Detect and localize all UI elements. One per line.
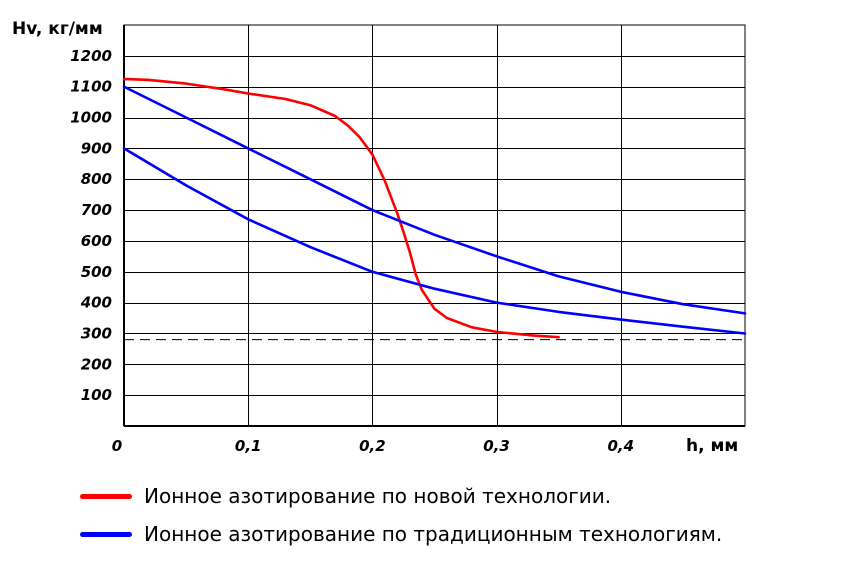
y-tick-label: 900 [81,139,112,157]
grid [123,24,746,427]
plot-frame [123,24,746,427]
y-tick-label: 300 [81,324,112,342]
x-axis-title: h, мм [686,436,738,456]
x-tick-labels: 0 0,1 0,2 0,3 0,4 [112,437,634,455]
legend-swatch-red [80,493,132,499]
series-line-1 [122,85,747,315]
y-tick-label: 800 [81,170,112,188]
legend-item-traditional: Ионное азотирование по традиционным техн… [80,522,722,546]
y-tick-label: 600 [81,232,112,250]
series-group [122,77,747,339]
y-tick-label: 400 [80,294,112,312]
y-tick-labels: 100 200 300 400 500 600 700 800 900 1000 1100 1200 [70,47,112,404]
legend-label-traditional: Ионное азотирование по традиционным техн… [144,522,723,546]
y-tick-label: 700 [81,201,112,219]
y-tick-label: 1200 [70,47,112,65]
series-line-0 [122,77,561,339]
y-tick-label: 1000 [70,109,112,127]
legend-swatch-blue [80,531,132,537]
y-axis-title: Hv, кг/мм [12,19,103,39]
y-tick-label: 1100 [70,78,112,96]
x-tick-label: 0 [112,437,122,455]
x-tick-label: 0,4 [608,437,635,455]
series-line-2 [122,147,747,335]
legend-label-new: Ионное азотирование по новой технологии. [144,484,612,508]
legend-item-new: Ионное азотирование по новой технологии. [80,484,611,508]
y-tick-label: 200 [81,355,112,373]
x-tick-label: 0,1 [235,437,262,455]
y-tick-label: 500 [81,263,112,281]
y-tick-label: 100 [81,386,112,404]
x-tick-label: 0,3 [483,437,510,455]
x-tick-label: 0,2 [359,437,386,455]
